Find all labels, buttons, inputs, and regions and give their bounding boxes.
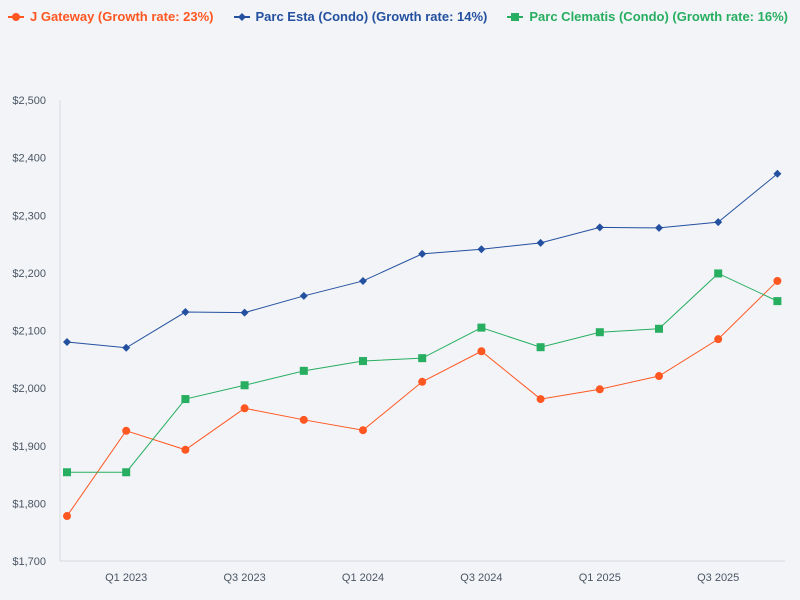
- data-point: [773, 276, 782, 285]
- y-tick-label: $1,700: [12, 556, 46, 568]
- data-point: [240, 404, 249, 413]
- legend-label: Parc Esta (Condo) (Growth rate: 14%): [255, 9, 488, 24]
- series-line-1: [66, 173, 778, 349]
- data-point: [418, 249, 427, 258]
- legend: J Gateway (Growth rate: 23%) Parc Esta (…: [8, 9, 788, 24]
- data-point: [359, 426, 367, 435]
- data-point: [477, 323, 486, 332]
- data-point: [122, 468, 131, 477]
- y-tick-label: $2,400: [12, 153, 46, 165]
- y-tick-label: $2,500: [12, 95, 46, 107]
- data-point: [536, 343, 545, 352]
- x-tick-label: Q1 2023: [105, 572, 147, 584]
- legend-item-parc-esta[interactable]: Parc Esta (Condo) (Growth rate: 14%): [233, 9, 488, 24]
- data-point: [181, 445, 190, 454]
- x-tick-label: Q1 2024: [342, 572, 384, 584]
- data-point: [181, 395, 190, 404]
- y-tick-label: $2,200: [12, 268, 46, 280]
- data-point: [477, 347, 486, 356]
- data-point: [655, 324, 663, 333]
- data-point: [299, 291, 308, 300]
- y-tick-label: $1,900: [12, 441, 46, 453]
- legend-item-parc-clematis[interactable]: Parc Clematis (Condo) (Growth rate: 16%): [507, 9, 788, 24]
- x-tick-label: Q1 2025: [579, 572, 621, 584]
- data-point: [595, 385, 604, 394]
- y-tick-label: $1,800: [12, 498, 46, 510]
- data-point: [655, 223, 663, 232]
- x-tick-label: Q3 2023: [223, 572, 265, 584]
- y-tick-label: $2,000: [12, 383, 46, 395]
- data-point: [359, 357, 367, 366]
- data-point: [773, 297, 782, 306]
- data-point: [299, 366, 308, 375]
- x-tick-label: Q3 2024: [460, 572, 502, 584]
- data-point: [536, 395, 545, 404]
- y-tick-label: $2,300: [12, 210, 46, 222]
- series-line-2: [67, 272, 778, 473]
- data-point: [655, 372, 663, 381]
- series-line-0: [66, 280, 778, 517]
- data-point: [240, 308, 249, 317]
- data-point: [122, 426, 131, 435]
- data-point: [714, 269, 723, 278]
- y-tick-label: $2,100: [12, 326, 46, 338]
- data-point: [418, 377, 427, 386]
- data-point: [595, 223, 604, 232]
- data-point: [714, 218, 723, 227]
- legend-label: J Gateway (Growth rate: 23%): [30, 9, 214, 24]
- data-point: [63, 338, 71, 347]
- data-point: [418, 354, 427, 363]
- data-point: [477, 245, 486, 254]
- x-tick-label: Q3 2025: [697, 572, 739, 584]
- data-point: [63, 468, 71, 477]
- legend-label: Parc Clematis (Condo) (Growth rate: 16%): [529, 9, 788, 24]
- data-point: [714, 335, 723, 344]
- data-point: [63, 512, 71, 521]
- data-point: [181, 308, 190, 317]
- data-point: [122, 343, 131, 352]
- data-point: [240, 381, 249, 390]
- data-point: [359, 276, 367, 285]
- data-point: [299, 415, 308, 424]
- data-point: [773, 169, 782, 178]
- legend-item-j-gateway[interactable]: J Gateway (Growth rate: 23%): [8, 9, 214, 24]
- data-point: [536, 238, 545, 247]
- data-point: [595, 328, 604, 337]
